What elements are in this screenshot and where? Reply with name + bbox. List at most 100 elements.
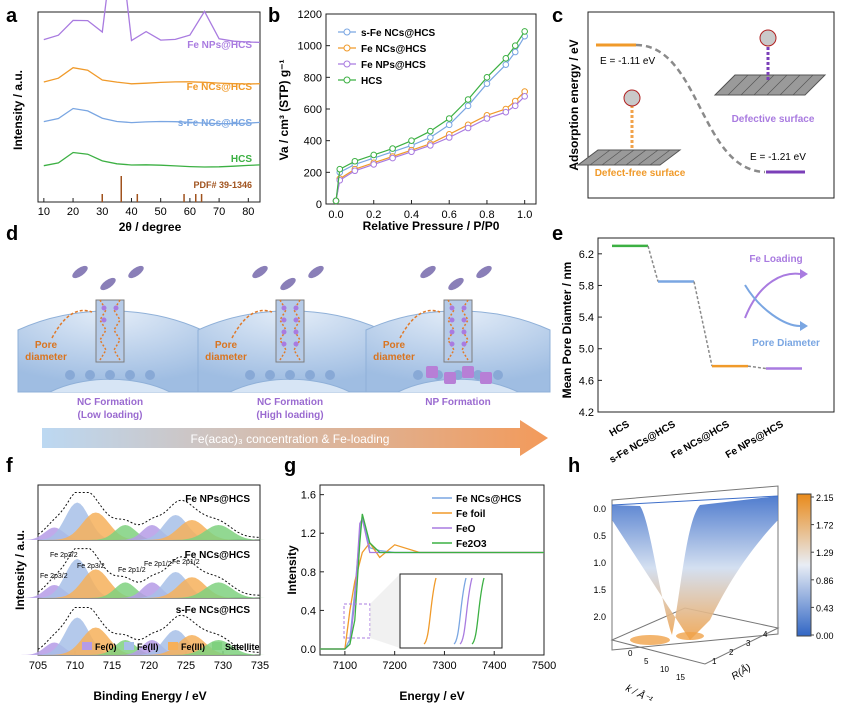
pore-hole [105, 370, 115, 380]
x-tick-label-b: 0.2 [366, 209, 381, 221]
legend-label-b: HCS [361, 76, 382, 87]
panel-label-g: g [284, 455, 296, 477]
precursor-molecule [252, 265, 268, 279]
isotherm-point [332, 197, 340, 205]
y-tick-label-e: 5.4 [579, 312, 594, 324]
x-axis-title-f: Binding Energy / eV [93, 689, 206, 703]
x-tick-label-a: 30 [96, 206, 108, 218]
x-tick-label-f: 725 [177, 660, 195, 672]
series-b [332, 28, 528, 205]
level-connector [747, 365, 767, 370]
pore-label: diameter [373, 352, 415, 363]
y-tick-label-b: 1200 [298, 9, 322, 21]
series-g [320, 513, 544, 650]
z-ticks-h: 0.0 0.5 1.0 1.5 2.0 0 5 10 15 1 2 3 4 [593, 504, 768, 682]
ticks-g: 7100 7200 7300 7400 7500 0.0 0.4 0.8 1.2 1.6 [301, 490, 557, 672]
y-tick-label-b: 400 [304, 136, 322, 148]
y-tick-label-b: 800 [304, 72, 322, 84]
legend-label-g: Fe foil [456, 509, 486, 520]
inset-curve [459, 577, 473, 645]
zoom-wedge-g [370, 574, 400, 648]
plot-frame-a [37, 11, 261, 203]
fe-cluster [101, 317, 107, 323]
xps-peak [113, 582, 191, 598]
y-tick-label-g: 1.6 [301, 490, 316, 502]
fe-cluster [113, 305, 119, 311]
ft-surface-h [612, 496, 778, 640]
isotherm-point [511, 102, 519, 110]
precursor-molecule [100, 277, 116, 291]
ticks-b: 0.0 0.2 0.4 0.6 0.8 1.0 0 200 400 600 800 1000 1200 [298, 9, 533, 221]
r-tick-label-h: 3 [746, 639, 751, 648]
isotherm-point [389, 154, 396, 162]
legend-label-g: FeO [456, 524, 476, 535]
xanes-series-3 [320, 513, 544, 650]
y-tick-label-g: 0.0 [301, 644, 316, 656]
x-tick-label-f: 715 [103, 660, 121, 672]
isotherm-point [464, 124, 472, 132]
panel-f: f Intensity / a.u. Binding Energy / eV 7… [6, 455, 272, 703]
colorbar-tick-label: 0.43 [816, 603, 834, 613]
pore-hole [413, 370, 423, 380]
pore-arrow [399, 309, 441, 339]
panel-label-a: a [6, 5, 18, 27]
peak-label-2: Fe 2p3/2 [50, 552, 78, 559]
isotherm-point [483, 74, 491, 81]
panel-h: h 0.0 0.5 1.0 1.5 2.0 0 5 10 15 1 2 3 4 k / Å⁻¹ R(Å)… [568, 455, 834, 706]
x-axis-title-g: Energy / eV [399, 689, 464, 703]
xps-peak [83, 525, 167, 540]
xps-peak [15, 642, 93, 655]
pore-label: diameter [25, 352, 67, 363]
precursor-molecule [476, 265, 492, 279]
xps-peak [128, 515, 223, 540]
fe-cluster [461, 317, 467, 323]
colorbar-h [796, 493, 812, 637]
colorbar-ticks-h: 2.15 1.72 1.29 0.86 0.43 0.00 [811, 493, 834, 641]
isotherm-point [511, 42, 519, 49]
isotherm-point [521, 28, 528, 35]
xps-peak [29, 617, 125, 655]
y-tick-label-g: 0.4 [301, 605, 316, 617]
plot-frame-c [587, 11, 835, 199]
y-axis-title-b: Va / cm³ (STP) g⁻¹ [277, 59, 291, 160]
stage-2-sub: (High loading) [256, 410, 323, 421]
legend-label-b: Fe NCs@HCS [361, 44, 427, 55]
fe-nanoparticle [426, 366, 438, 378]
stage-1-title: NC Formation [77, 397, 143, 408]
stage-1-sub: (Low loading) [78, 410, 143, 421]
y-tick-label-g: 0.8 [301, 567, 316, 579]
xps-peak [29, 559, 125, 598]
isotherm-point [370, 151, 378, 159]
fe-cluster [281, 329, 287, 335]
precursor-molecule [72, 265, 88, 279]
pore-hole [265, 370, 275, 380]
legend-g: Fe NCs@HCS Fe foil FeO Fe2O3 [432, 494, 522, 550]
legend-swatch-f [168, 642, 178, 650]
y-axis-title-a: Intensity / a.u. [11, 70, 25, 150]
k-tick-label-h: 15 [676, 673, 685, 682]
peak-label-6: Fe 2p1/2 [172, 559, 200, 566]
pore-diameter-arrow [744, 284, 801, 327]
xps-peak [15, 527, 93, 540]
pore-hole [145, 370, 155, 380]
x-tick-label-a: 40 [125, 206, 137, 218]
energy-label-2-c: E = -1.21 eV [750, 152, 806, 163]
isotherm-point [445, 121, 453, 129]
fe-cluster [281, 341, 287, 347]
fe-cluster [293, 329, 299, 335]
graphene-sheet-defect-free [576, 89, 682, 166]
r-tick-label-h: 1 [712, 657, 717, 666]
legend-label-f: Fe(0) [95, 642, 117, 652]
x-tick-label-f: 710 [66, 660, 84, 672]
label-fe-nps-f: Fe NPs@HCS [185, 494, 250, 505]
y-tick-label-b: 200 [304, 167, 322, 179]
r-axis-label-h: R(Å) [729, 661, 753, 683]
panel-label-f: f [6, 455, 13, 477]
connector-c [635, 43, 766, 174]
x-tick-label-a: 50 [155, 206, 167, 218]
z-tick-label-h: 0.5 [593, 531, 606, 541]
isotherm-point [408, 148, 415, 156]
